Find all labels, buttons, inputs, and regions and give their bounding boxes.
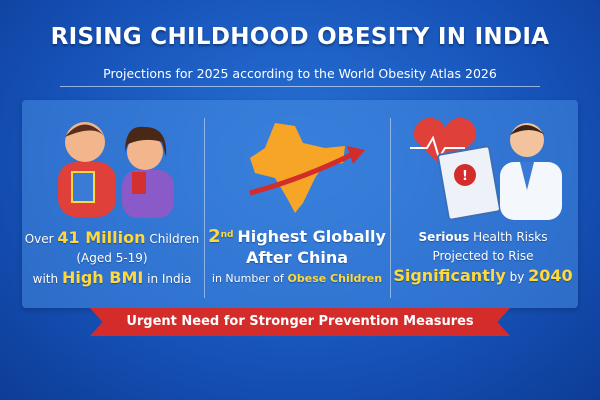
call-to-action-banner: Urgent Need for Stronger Prevention Meas… bbox=[90, 308, 510, 336]
divider bbox=[204, 118, 205, 298]
text: Health Risks bbox=[473, 230, 548, 244]
divider bbox=[390, 118, 391, 298]
text: Projected to Rise bbox=[432, 249, 534, 263]
subtitle: Projections for 2025 according to the Wo… bbox=[103, 66, 497, 81]
text: After China bbox=[245, 248, 349, 267]
text: in India bbox=[147, 272, 192, 286]
highlight: Significantly bbox=[393, 266, 506, 285]
highlight: 41 Million bbox=[57, 228, 146, 247]
text: Over bbox=[24, 232, 54, 246]
doctor-health-icon: ! bbox=[410, 117, 562, 221]
text: by bbox=[509, 270, 525, 284]
highlight: High BMI bbox=[61, 268, 144, 287]
text: with bbox=[32, 272, 59, 286]
highlight: 2 bbox=[208, 226, 221, 247]
india-map-icon bbox=[249, 123, 365, 213]
stat-health-risks: Serious Health Risks Projected to Rise S… bbox=[393, 228, 573, 287]
highlight: 2040 bbox=[528, 266, 573, 285]
text: Children bbox=[149, 232, 200, 246]
stat-ranking: 2nd Highest Globally After China in Numb… bbox=[207, 226, 387, 288]
text: Highest Globally bbox=[237, 227, 386, 246]
highlight: Obese Children bbox=[287, 272, 383, 285]
text: in Number of bbox=[211, 272, 284, 285]
divider bbox=[60, 86, 540, 87]
svg-text:!: ! bbox=[462, 169, 468, 184]
text: (Aged 5-19) bbox=[76, 251, 148, 265]
stat-children: Over 41 Million Children (Aged 5-19) wit… bbox=[22, 228, 202, 289]
children-illustration bbox=[58, 122, 174, 218]
page-title: RISING CHILDHOOD OBESITY IN INDIA bbox=[50, 24, 550, 50]
highlight: nd bbox=[220, 230, 234, 240]
text: Serious bbox=[418, 230, 470, 244]
